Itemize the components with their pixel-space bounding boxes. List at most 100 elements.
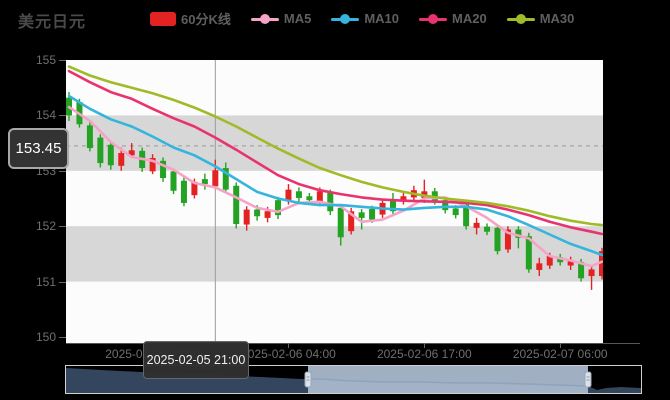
candle-body [525, 236, 532, 270]
candle-body [400, 196, 407, 200]
candle[interactable] [180, 177, 187, 207]
ma5-marker-icon [250, 12, 279, 26]
candle-body [389, 199, 396, 212]
ma20-marker-icon [419, 12, 447, 26]
candle[interactable] [170, 168, 177, 195]
candle-body [557, 257, 564, 263]
y-axis-label: 151 [35, 274, 56, 289]
candle[interactable] [86, 122, 93, 152]
legend-item-ma20[interactable]: MA20 [419, 11, 487, 26]
candle[interactable] [275, 196, 282, 219]
candle[interactable] [295, 187, 302, 202]
candle-body [254, 209, 261, 217]
candle-body [191, 181, 198, 196]
candle-body [86, 125, 93, 149]
plot-background [66, 60, 603, 343]
y-axis-tick [59, 337, 66, 338]
candle[interactable] [149, 154, 156, 175]
y-axis-tick [59, 170, 66, 172]
ma-line-ma10 [67, 94, 603, 257]
candle-body [369, 209, 376, 220]
x-axis-tick [560, 343, 562, 348]
legend-item-kline[interactable]: 60分K线 [150, 9, 231, 28]
candle[interactable] [504, 226, 511, 253]
candle-body [599, 251, 603, 277]
candle-body [306, 196, 313, 201]
candle[interactable] [243, 206, 250, 231]
candle[interactable] [327, 189, 334, 216]
candle[interactable] [536, 257, 543, 277]
x-axis-label: 2025-02-06 17:00 [376, 347, 472, 361]
candle-body [264, 211, 271, 218]
kline-swatch-icon [150, 11, 176, 26]
y-axis-label: 155 [35, 53, 56, 67]
legend-kline-label: 60分K线 [181, 12, 231, 27]
candle[interactable] [97, 134, 104, 168]
candle[interactable] [567, 256, 574, 270]
candle[interactable] [233, 182, 240, 229]
ma-line-ma20 [67, 69, 603, 236]
candle[interactable] [201, 173, 208, 190]
candle-body [337, 207, 344, 238]
candle[interactable] [128, 143, 135, 158]
legend-item-ma5[interactable]: MA5 [250, 11, 312, 26]
grid-band [66, 226, 603, 282]
candle[interactable] [494, 224, 501, 255]
candle-body [316, 191, 323, 203]
candle-body [212, 170, 219, 187]
x-axis-line [66, 343, 640, 344]
candle[interactable] [400, 191, 407, 205]
candle[interactable] [348, 207, 355, 235]
candle[interactable] [588, 266, 595, 290]
legend-ma10-label: MA10 [364, 11, 399, 26]
axis-pointer-price-label: 153.45 [8, 128, 69, 169]
x-axis-tick [288, 343, 290, 348]
candle-body [233, 185, 240, 224]
x-axis-label: 2025-02-07 06:00 [512, 347, 608, 361]
candle-body [107, 144, 114, 166]
candle[interactable] [599, 247, 603, 280]
candle[interactable] [473, 217, 480, 235]
candle-body [473, 222, 480, 228]
candle[interactable] [515, 226, 522, 249]
candle[interactable] [358, 209, 365, 230]
candle[interactable] [222, 162, 229, 193]
candle[interactable] [212, 159, 219, 190]
x-axis-tick [424, 343, 426, 348]
navigator-selected-window[interactable] [308, 366, 588, 393]
candle-body [160, 160, 167, 179]
candle-body [536, 263, 543, 270]
candlestick-plot[interactable] [66, 60, 603, 343]
legend: 60分K线 MA5 MA10 MA20 MA30 [150, 9, 574, 28]
candle[interactable] [337, 204, 344, 246]
candle[interactable] [160, 157, 167, 182]
candle-body [149, 158, 156, 172]
candle-body [275, 200, 282, 216]
legend-ma5-label: MA5 [283, 11, 312, 26]
candle-body [452, 208, 459, 216]
ma30-marker-icon [506, 12, 535, 26]
candle-body [222, 168, 229, 190]
candle[interactable] [118, 147, 125, 171]
candle-body [327, 192, 334, 212]
y-axis-label: 150 [35, 330, 56, 344]
navigator-left-handle[interactable] [304, 371, 312, 388]
y-axis-label: 154 [35, 108, 56, 123]
candle[interactable] [107, 140, 114, 170]
candle-body [494, 227, 501, 252]
candle-body [515, 229, 522, 238]
y-axis-tick [59, 226, 66, 228]
y-axis-tick [59, 115, 66, 117]
candle-body [463, 204, 470, 227]
candle[interactable] [484, 223, 491, 236]
candle-body [180, 180, 187, 203]
candle[interactable] [557, 253, 564, 266]
legend-item-ma30[interactable]: MA30 [506, 11, 575, 26]
navigator-right-handle[interactable] [584, 371, 592, 388]
legend-ma30-label: MA30 [539, 11, 575, 26]
candle[interactable] [389, 192, 396, 215]
candle-body [504, 229, 511, 250]
candle-body [578, 262, 585, 279]
grid-band [66, 115, 603, 171]
legend-item-ma10[interactable]: MA10 [331, 11, 399, 26]
